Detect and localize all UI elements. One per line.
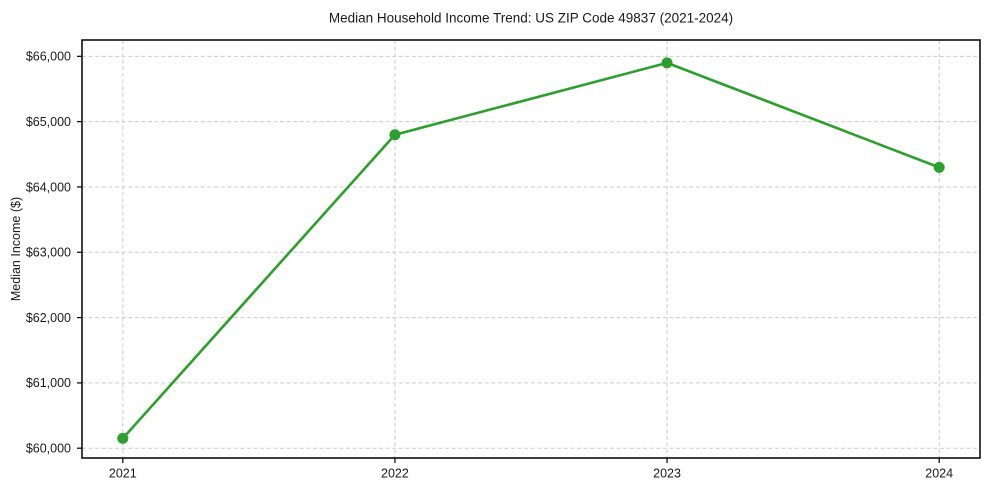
data-series-layer [117,57,945,444]
y-tick-label: $65,000 [26,115,71,129]
gridlines-layer [82,40,980,458]
y-tick-label: $64,000 [26,180,71,194]
x-tick-label: 2023 [653,467,681,481]
y-tick-label: $63,000 [26,246,71,260]
axes-layer: $60,000 $61,000 $62,000 $63,000 $64,000 $65,0… [26,39,981,481]
data-point [933,161,945,173]
data-point [661,57,673,69]
y-tick-label: $61,000 [26,376,71,390]
y-tick-label: $60,000 [26,442,71,456]
y-axis-label: Median Income ($) [9,197,23,301]
data-point [117,432,129,444]
y-tick-label: $62,000 [26,311,71,325]
trend-line [121,61,941,440]
plot-border [81,39,981,459]
chart-title: Median Household Income Trend: US ZIP Co… [329,11,733,26]
y-tick-label: $66,000 [26,50,71,64]
x-tick-label: 2021 [109,467,137,481]
x-tick-label: 2024 [925,467,953,481]
x-tick-label: 2022 [381,467,409,481]
data-point [389,129,401,141]
